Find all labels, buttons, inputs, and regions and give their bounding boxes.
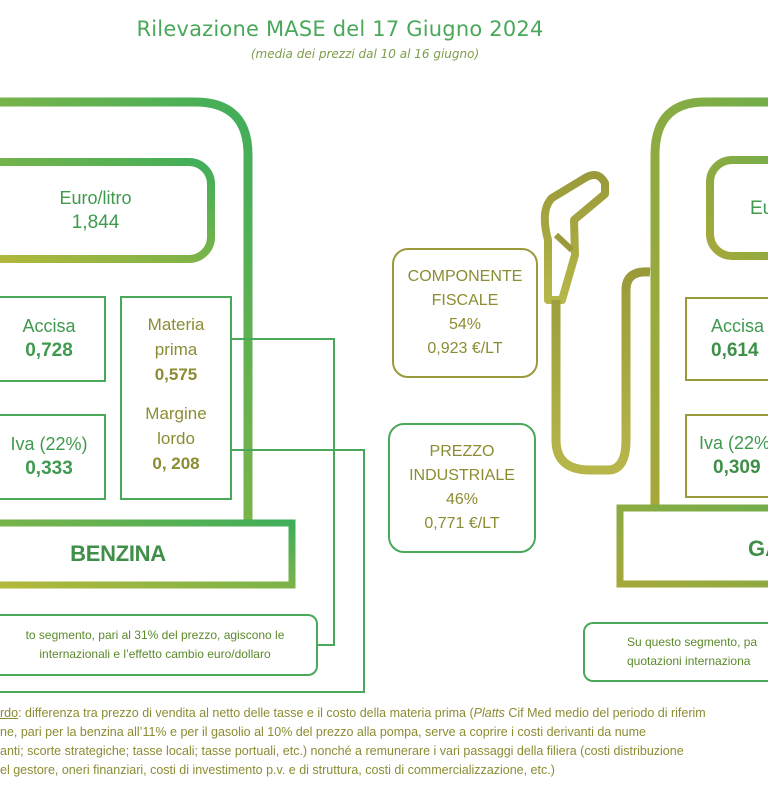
footer-line-3: anti; scorte strategiche; tasse locali; … (0, 744, 684, 758)
componente-fiscale-line-2: FISCALE (431, 292, 499, 309)
left-pump-outline (0, 97, 296, 589)
footer-line-1-italic: Platts (473, 706, 505, 720)
gasolio-accisa-label: Accisa (711, 316, 765, 336)
footer-term: rdo (0, 706, 19, 720)
materia-prima-value: 0,575 (154, 365, 198, 384)
footer-line-2: ne, pari per la benzina all’11% e per il… (0, 725, 646, 739)
componente-fiscale-value: 0,923 €/LT (427, 340, 503, 357)
gasolio-iva-label: Iva (22% (699, 433, 768, 453)
nozzle-icon (540, 170, 651, 475)
componente-fiscale-box: COMPONENTE FISCALE 54% 0,923 €/LT (392, 248, 538, 378)
benzina-accisa-value: 0,728 (25, 340, 73, 361)
footer-line-4: el gestore, oneri finanziari, costi di i… (0, 763, 555, 777)
prezzo-industriale-pct: 46% (445, 491, 479, 508)
benzina-iva-label: Iva (22%) (10, 434, 88, 454)
componente-fiscale-pct: 54% (448, 316, 482, 333)
prezzo-industriale-line-1: PREZZO (429, 443, 495, 460)
materia-prima-label-2: prima (154, 340, 198, 359)
materia-prima-label-1: Materia (147, 315, 205, 334)
page-subtitle: (media dei prezzi dal 10 al 16 giugno) (250, 47, 480, 61)
gasolio-note-line-2: quotazioni internaziona (627, 654, 751, 668)
gasolio-note-box: Su questo segmento, pa quotazioni intern… (583, 622, 768, 682)
footer-line-1: rdo: differenza tra prezzo di vendita al… (0, 704, 768, 723)
benzina-note-box: to segmento, pari al 31% del prezzo, agi… (0, 614, 318, 676)
benzina-iva-box: Iva (22%) 0,333 (0, 414, 106, 500)
benzina-note-line-2: internazionali e l’effetto cambio euro/d… (39, 647, 271, 661)
benzina-price-display: Euro/litro 1,844 (0, 166, 207, 255)
gasolio-iva-value: 0,309 (713, 457, 761, 478)
benzina-accisa-label: Accisa (22, 316, 76, 336)
margine-lordo-label-2: lordo (157, 429, 195, 448)
prezzo-industriale-line-2: INDUSTRIALE (409, 467, 515, 484)
right-pump-outline (616, 97, 768, 588)
gasolio-note-line-1: Su questo segmento, pa (627, 635, 758, 649)
gasolio-accisa-value: 0,614 (711, 340, 759, 361)
prezzo-industriale-value: 0,771 €/LT (424, 515, 500, 532)
componente-fiscale-line-1: COMPONENTE (407, 268, 523, 285)
gasolio-label: GA (748, 536, 768, 561)
gasolio-accisa-box: Accisa 0,614 (685, 297, 768, 381)
prezzo-industriale-box: PREZZO INDUSTRIALE 46% 0,771 €/LT (388, 423, 536, 553)
footer-text: rdo: differenza tra prezzo di vendita al… (0, 704, 768, 780)
benzina-price-label: Euro/litro (59, 187, 132, 208)
footer-line-1-rest: Cif Med medio del periodo di riferim (504, 706, 706, 720)
benzina-iva-value: 0,333 (25, 458, 73, 479)
page-title: Rilevazione MASE del 17 Giugno 2024 (136, 17, 544, 41)
gasolio-price-label: Eu (750, 198, 768, 219)
left-connector-lines (0, 338, 365, 693)
benzina-label: BENZINA (70, 541, 166, 566)
benzina-note-line-1: to segmento, pari al 31% del prezzo, agi… (25, 628, 285, 642)
benzina-accisa-box: Accisa 0,728 (0, 296, 106, 382)
benzina-industriale-box: Materia prima 0,575 Margine lordo 0, 208 (120, 296, 232, 500)
footer-line-1-text: : differenza tra prezzo di vendita al ne… (18, 706, 474, 720)
benzina-price-value: 1,844 (71, 211, 120, 233)
gasolio-iva-box: Iva (22% 0,309 (685, 414, 768, 498)
margine-lordo-label-1: Margine (145, 404, 207, 423)
margine-lordo-value: 0, 208 (152, 454, 200, 473)
